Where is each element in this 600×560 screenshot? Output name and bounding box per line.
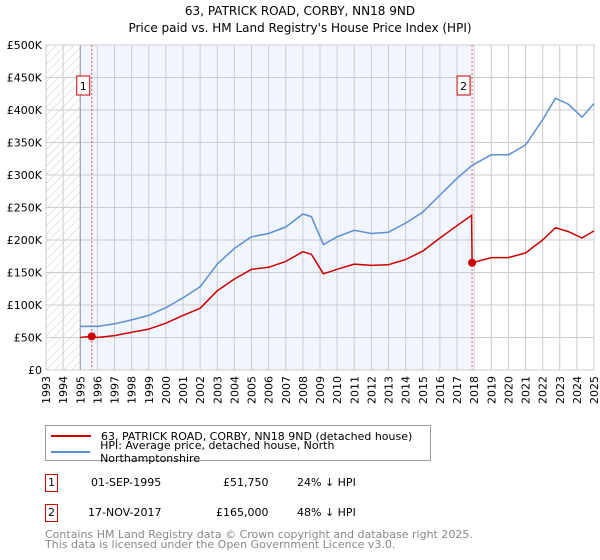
x-tick-label: 2002: [194, 376, 207, 404]
marker-label: 1: [80, 80, 87, 93]
x-tick-label: 2001: [177, 376, 190, 404]
plot-border: [45, 44, 595, 371]
x-tick-label: 1998: [126, 376, 139, 404]
y-tick-label: £150K: [7, 267, 43, 280]
y-tick-label: £200K: [7, 234, 43, 247]
x-tick-label: 2011: [348, 376, 361, 404]
legend: 63, PATRICK ROAD, CORBY, NN18 9ND (detac…: [45, 425, 431, 465]
chart-subtitle: Price paid vs. HM Land Registry's House …: [128, 21, 471, 35]
x-tick-label: 2013: [383, 376, 396, 404]
sale-point: [87, 332, 96, 341]
x-tick-label: 2010: [331, 376, 344, 404]
x-tick-label: 2008: [297, 376, 310, 404]
x-tick-label: 2009: [314, 376, 327, 404]
x-tick-label: 2017: [451, 376, 464, 404]
hpi-line: [80, 97, 595, 328]
y-tick-label: £350K: [7, 137, 43, 150]
x-tick-label: 1994: [57, 376, 70, 404]
transaction-row: 2 17-NOV-2017 £165,000 48% ↓ HPI: [45, 504, 445, 524]
legend-item-property: 63, PATRICK ROAD, CORBY, NN18 9ND (detac…: [46, 428, 412, 444]
x-tick-label: 2016: [434, 376, 447, 404]
transaction-date: 17-NOV-2017: [88, 506, 162, 519]
legend-label: HPI: Average price, detached house, Nort…: [100, 439, 335, 465]
x-tick-label: 2005: [246, 376, 259, 404]
x-tick-label: 1996: [91, 376, 104, 404]
x-tick-label: 2020: [502, 376, 515, 404]
transaction-marker: 2: [45, 504, 58, 522]
x-tick-label: 1995: [74, 376, 87, 404]
x-tick-label: 2019: [485, 376, 498, 404]
transaction-price: £51,750: [223, 476, 269, 489]
transaction-hpi-diff: 24% ↓ HPI: [297, 476, 356, 489]
marker-box: [456, 75, 471, 96]
x-tick-label: 2014: [400, 376, 413, 404]
y-tick-label: £250K: [7, 202, 43, 215]
legend-swatch-blue: [51, 451, 91, 453]
legend-swatch-red: [51, 435, 91, 437]
x-tick-label: 2021: [520, 376, 533, 404]
y-tick-label: £450K: [7, 72, 43, 85]
x-tick-label: 2018: [468, 376, 481, 404]
legend-label: 63, PATRICK ROAD, CORBY, NN18 9ND (detac…: [101, 429, 413, 443]
x-tick-label: 1999: [143, 376, 156, 404]
y-tick-label: £50K: [14, 332, 43, 345]
footer-copyright: Contains HM Land Registry data © Crown c…: [45, 528, 473, 541]
x-tick-label: 2025: [588, 376, 600, 404]
marker-box: [76, 75, 91, 96]
y-tick-label: £400K: [7, 104, 43, 117]
x-tick-label: 2023: [554, 376, 567, 404]
transaction-date: 01-SEP-1995: [91, 476, 162, 489]
marker-label: 2: [460, 80, 467, 93]
transaction-price: £165,000: [216, 506, 269, 519]
transaction-row: 1 01-SEP-1995 £51,750 24% ↓ HPI: [45, 474, 445, 494]
x-tick-label: 2006: [263, 376, 276, 404]
footer-licence: This data is licensed under the Open Gov…: [45, 538, 396, 551]
x-tick-label: 2024: [571, 376, 584, 404]
y-tick-label: £100K: [7, 299, 43, 312]
footer: Contains HM Land Registry data © Crown c…: [45, 528, 473, 551]
x-tick-label: 2004: [228, 376, 241, 404]
property-price-line: [80, 214, 595, 339]
x-tick-label: 2015: [417, 376, 430, 404]
transaction-marker: 1: [45, 474, 58, 492]
x-tick-label: 2007: [280, 376, 293, 404]
legend-item-hpi: HPI: Average price, detached house, Nort…: [46, 439, 430, 465]
chart-title: 63, PATRICK ROAD, CORBY, NN18 9ND: [185, 4, 415, 18]
sale-point: [468, 258, 477, 267]
x-tick-label: 1993: [40, 376, 53, 404]
y-tick-label: £500K: [7, 39, 43, 52]
x-tick-label: 2003: [211, 376, 224, 404]
price-chart: 63, PATRICK ROAD, CORBY, NN18 9ND Price …: [7, 4, 600, 404]
x-tick-label: 2000: [160, 376, 173, 404]
transaction-hpi-diff: 48% ↓ HPI: [297, 506, 356, 519]
x-tick-label: 1997: [109, 376, 122, 404]
x-tick-label: 2012: [365, 376, 378, 404]
x-tick-label: 2022: [537, 376, 550, 404]
y-tick-label: £300K: [7, 169, 43, 182]
y-tick-label: £0: [28, 364, 42, 377]
